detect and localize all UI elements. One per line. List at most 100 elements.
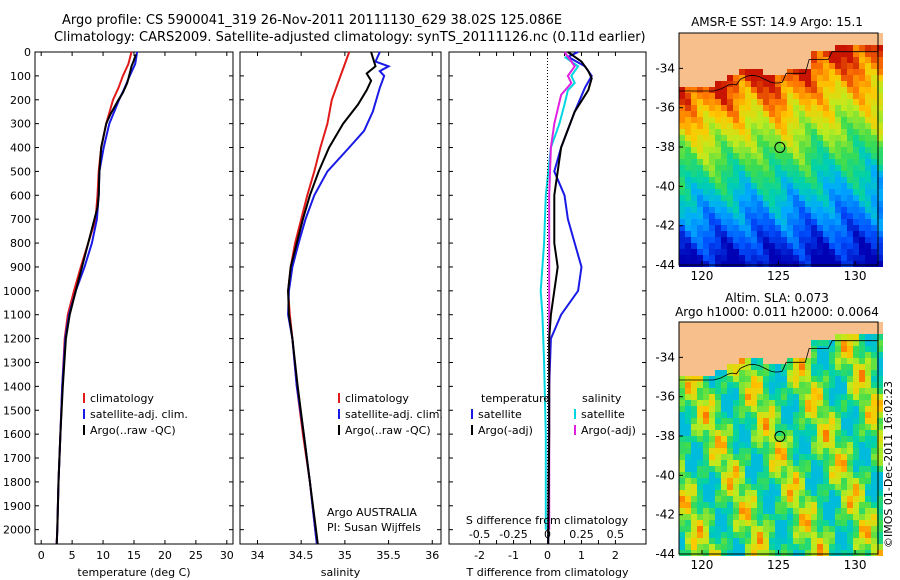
sst-cell (817, 129, 823, 135)
sla-cell (823, 514, 829, 520)
sla-cell (841, 328, 847, 334)
sla-cell (853, 538, 859, 544)
sst-cell (811, 213, 817, 219)
annotation-argo-australia: Argo AUSTRALIA (327, 506, 417, 519)
sst-cell (691, 33, 697, 39)
map-x-tick-label: 125 (767, 269, 790, 283)
sst-cell (811, 135, 817, 141)
sst-cell (721, 99, 727, 105)
sst-cell (829, 111, 835, 117)
sla-cell (853, 544, 859, 550)
sst-cell (793, 117, 799, 123)
sst-cell (781, 87, 787, 93)
sla-cell (709, 514, 715, 520)
sla-cell (871, 466, 877, 472)
sla-cell (853, 364, 859, 370)
sla-cell (727, 370, 733, 376)
sst-cell (733, 171, 739, 177)
sla-cell (715, 472, 721, 478)
sst-cell (877, 93, 883, 99)
sla-cell (865, 394, 871, 400)
sla-cell (739, 406, 745, 412)
sla-cell (775, 496, 781, 502)
sst-cell (817, 141, 823, 147)
sla-cell (703, 358, 709, 364)
sst-cell (679, 213, 685, 219)
sst-cell (775, 81, 781, 87)
sst-cell (733, 183, 739, 189)
sla-cell (865, 388, 871, 394)
sst-cell (745, 243, 751, 249)
sst-cell (721, 63, 727, 69)
sst-cell (685, 123, 691, 129)
sla-cell (769, 388, 775, 394)
sst-cell (811, 99, 817, 105)
sla-cell (769, 448, 775, 454)
sla-cell (709, 340, 715, 346)
sst-cell (865, 171, 871, 177)
sla-cell (859, 436, 865, 442)
sla-cell (835, 376, 841, 382)
sla-cell (739, 478, 745, 484)
sst-cell (751, 63, 757, 69)
sla-cell (745, 430, 751, 436)
sla-cell (733, 514, 739, 520)
sst-cell (763, 195, 769, 201)
sst-cell (697, 63, 703, 69)
sla-cell (691, 394, 697, 400)
sst-cell (721, 159, 727, 165)
sst-cell (751, 39, 757, 45)
sst-cell (865, 129, 871, 135)
sla-cell (787, 430, 793, 436)
sla-cell (745, 508, 751, 514)
sst-cell (793, 243, 799, 249)
sla-cell (739, 358, 745, 364)
sla-cell (817, 454, 823, 460)
sla-cell (877, 478, 883, 484)
sla-cell (841, 382, 847, 388)
sla-cell (865, 370, 871, 376)
sst-cell (703, 249, 709, 255)
sla-cell (715, 550, 721, 556)
sla-cell (871, 460, 877, 466)
sla-cell (733, 472, 739, 478)
map-y-tick-label: -40 (655, 468, 675, 482)
sla-cell (715, 412, 721, 418)
sla-cell (877, 526, 883, 532)
sla-cell (871, 520, 877, 526)
sst-cell (763, 165, 769, 171)
sst-cell (715, 123, 721, 129)
sst-cell (757, 63, 763, 69)
sst-cell (859, 129, 865, 135)
sst-cell (853, 45, 859, 51)
sla-cell (715, 382, 721, 388)
sla-cell (781, 322, 787, 328)
sla-cell (697, 388, 703, 394)
sla-cell (751, 472, 757, 478)
sla-cell (853, 472, 859, 478)
sst-cell (817, 213, 823, 219)
sst-cell (679, 147, 685, 153)
sst-cell (793, 183, 799, 189)
sst-cell (751, 177, 757, 183)
sla-cell (679, 388, 685, 394)
sla-cell (793, 346, 799, 352)
sla-cell (691, 508, 697, 514)
sst-cell (841, 69, 847, 75)
sla-cell (859, 382, 865, 388)
sst-cell (811, 255, 817, 261)
sla-cell (721, 400, 727, 406)
sla-cell (847, 328, 853, 334)
sst-cell (847, 93, 853, 99)
sla-cell (859, 466, 865, 472)
sst-cell (697, 237, 703, 243)
sla-cell (685, 514, 691, 520)
sla-cell (835, 544, 841, 550)
sst-cell (847, 195, 853, 201)
sla-cell (769, 340, 775, 346)
sst-cell (823, 87, 829, 93)
sst-cell (727, 69, 733, 75)
sst-cell (799, 153, 805, 159)
sst-cell (721, 117, 727, 123)
sst-cell (817, 123, 823, 129)
